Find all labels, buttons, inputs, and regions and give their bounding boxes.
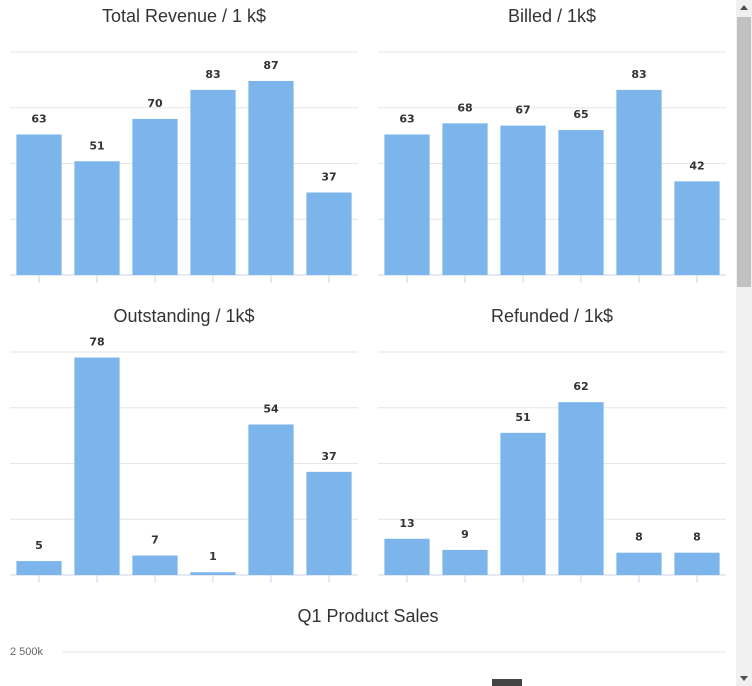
bar	[500, 432, 546, 575]
scrollbar-thumb[interactable]	[737, 17, 751, 287]
chart-q1-product-sales: 2 500k	[10, 646, 726, 658]
chart-refunded: 13 9 51 62 8 8	[378, 351, 726, 583]
bar	[674, 181, 720, 275]
chart-billed: 63 68 67 65 83 42	[378, 51, 726, 283]
data-label: 62	[573, 380, 588, 393]
data-label: 51	[515, 411, 530, 424]
bar	[616, 89, 662, 275]
data-label: 13	[399, 517, 414, 530]
bar	[384, 538, 430, 575]
bar	[248, 80, 294, 275]
chart-partial-bar	[492, 679, 522, 686]
data-label: 8	[693, 531, 701, 544]
data-label: 37	[321, 170, 336, 183]
data-label: 67	[515, 104, 530, 117]
data-label: 1	[209, 550, 217, 563]
bar	[674, 552, 720, 575]
chart-title-q1-product-sales: Q1 Product Sales	[297, 606, 439, 626]
bar	[132, 118, 178, 276]
chart-title-total-revenue: Total Revenue / 1 k$	[101, 6, 267, 26]
vertical-scrollbar[interactable]	[736, 0, 752, 686]
data-label: 83	[631, 68, 646, 81]
scroll-down-arrow-icon[interactable]	[736, 670, 752, 686]
data-label: 42	[689, 159, 704, 172]
bar	[248, 424, 294, 575]
bar	[384, 134, 430, 275]
bar	[74, 161, 120, 275]
y-tick-label: 2 500k	[10, 646, 44, 658]
bar	[306, 192, 352, 275]
bar	[16, 134, 62, 275]
data-label: 87	[263, 59, 278, 72]
bar	[306, 471, 352, 575]
bar	[500, 125, 546, 275]
bar	[442, 549, 488, 575]
data-label: 70	[147, 97, 163, 110]
data-label: 37	[321, 450, 336, 463]
data-label: 51	[89, 139, 104, 152]
bar	[190, 89, 236, 275]
scroll-up-arrow-icon[interactable]	[736, 0, 752, 16]
bar	[558, 402, 604, 575]
data-label: 54	[263, 402, 279, 415]
bar	[132, 555, 178, 575]
bar	[558, 130, 604, 275]
data-label: 7	[151, 533, 159, 546]
bar	[190, 572, 236, 575]
data-label: 63	[399, 113, 414, 126]
data-label: 78	[89, 336, 104, 349]
data-label: 5	[35, 539, 43, 552]
bar	[442, 123, 488, 275]
data-label: 83	[205, 68, 220, 81]
bar	[616, 552, 662, 575]
data-label: 63	[31, 113, 46, 126]
data-label: 68	[457, 101, 472, 114]
chart-title-outstanding: Outstanding / 1k$	[113, 306, 255, 326]
bar	[16, 561, 62, 575]
dashboard: Total Revenue / 1 k$ 63 51 70 83 87 37 Billed…	[10, 6, 726, 686]
data-label: 8	[635, 531, 643, 544]
chart-total-revenue: 63 51 70 83 87 37	[10, 51, 358, 283]
chart-title-refunded: Refunded / 1k$	[490, 306, 614, 326]
chart-title-billed: Billed / 1k$	[507, 6, 597, 26]
bar	[74, 357, 120, 575]
data-label: 65	[573, 108, 588, 121]
data-label: 9	[461, 528, 469, 541]
